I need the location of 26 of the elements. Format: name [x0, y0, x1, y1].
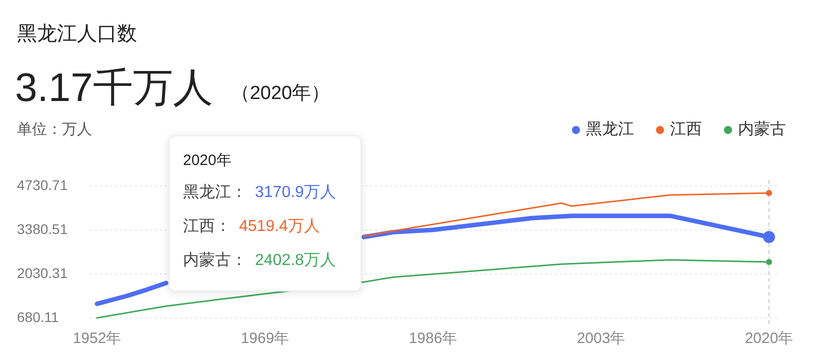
annotation: 2402.8万人: [255, 252, 336, 269]
y-tick-label: 4730.71: [17, 176, 68, 193]
annotation: 4519.4万人: [239, 218, 320, 235]
annotation: 3170.9万人: [255, 184, 336, 201]
annotation: 内蒙古：: [183, 251, 247, 269]
annotation: 黑龙江：: [183, 183, 247, 201]
legend-label: 黑龙江: [586, 120, 634, 138]
y-tick-label: 680.11: [17, 308, 59, 325]
y-tick-label: 3380.51: [17, 220, 68, 237]
x-tick-label: 1986年: [408, 330, 458, 347]
x-tick-label: 2003年: [576, 330, 626, 347]
text: （2020年）: [230, 83, 330, 104]
point: [766, 190, 772, 196]
chart-subtitle: 3.17千万人: [15, 66, 213, 110]
legend-label: 内蒙古: [738, 120, 786, 138]
x-tick-label: 1952年: [72, 330, 122, 347]
text: 2020年: [183, 152, 232, 169]
annotation: 江西：: [183, 218, 231, 235]
x-tick-label: 1969年: [240, 330, 290, 347]
legend-label: 江西: [670, 121, 702, 138]
chart-title: 黑龙江人口数: [17, 23, 137, 45]
point: [766, 259, 772, 266]
x-tick-label: 2020年: [744, 330, 794, 347]
y-tick-label: 2030.31: [17, 264, 68, 281]
point: [763, 230, 775, 243]
y-axis-title: 单位：万人: [17, 121, 92, 138]
